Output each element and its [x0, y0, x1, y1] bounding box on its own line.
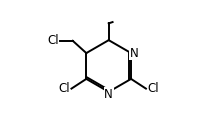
Text: Cl: Cl [47, 34, 59, 47]
Text: Cl: Cl [147, 82, 159, 95]
Text: N: N [129, 47, 138, 60]
Text: Cl: Cl [59, 82, 70, 95]
Text: N: N [104, 88, 113, 101]
